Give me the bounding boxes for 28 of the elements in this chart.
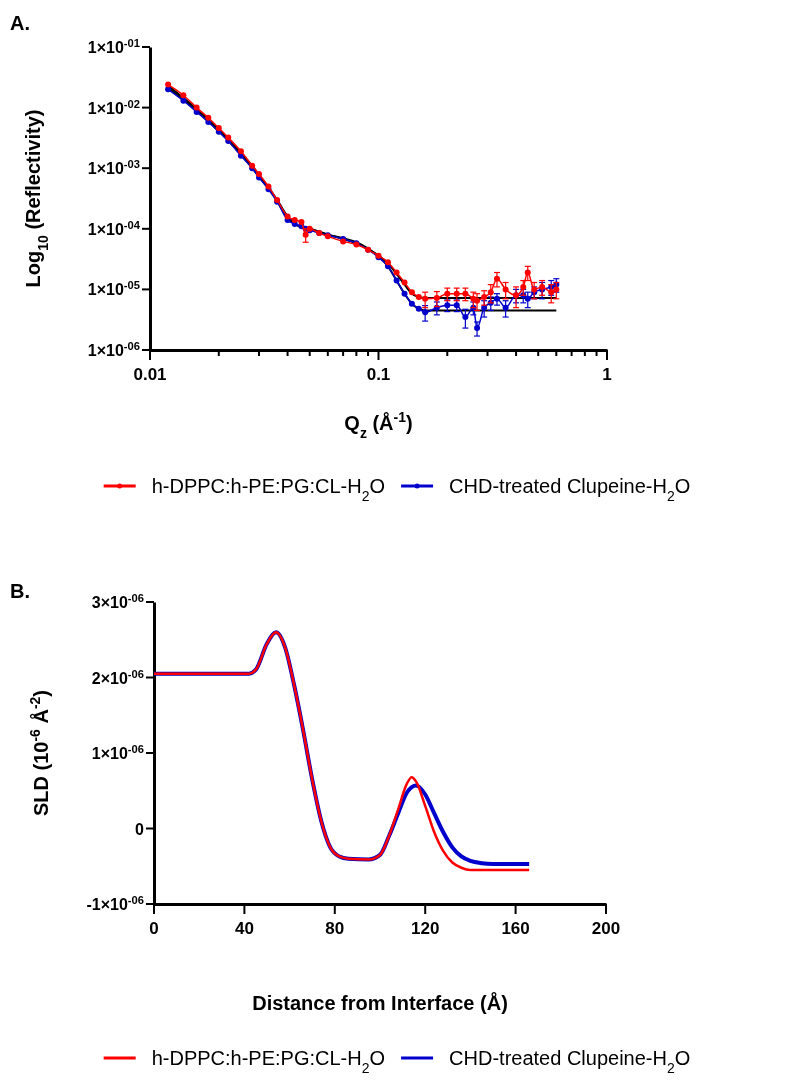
y-tick-label: -1×10$^{-06}$ [86, 894, 144, 913]
x-tick-label: 0 [149, 919, 159, 938]
x-tick-label: 40 [234, 919, 254, 938]
legend-label: h-DPPC:h-PE:PG:CL-H$_{2}$O [151, 1047, 386, 1076]
x-tick-label: 1 [602, 365, 612, 384]
y-tick-label: 1×10$^{-06}$ [87, 340, 140, 359]
x-tick-label: 0.01 [133, 365, 167, 384]
y-tick-label: 2×10$^{-06}$ [91, 667, 144, 687]
x-axis-title: Q$_{z}$ (Å$^{-1}$) [344, 409, 413, 441]
chart-title: A. [10, 12, 30, 34]
legend-label: h-DPPC:h-PE:PG:CL-H$_{2}$O [151, 475, 386, 504]
y-tick-label: 1×10$^{-06}$ [91, 743, 144, 762]
y-tick-label: 1×10$^{-03}$ [87, 158, 140, 178]
y-tick-label: 3×10$^{-06}$ [91, 592, 144, 611]
y-tick-label: 1×10$^{-01}$ [87, 37, 140, 56]
x-tick-label: 120 [411, 919, 440, 938]
y-tick-label: 0 [135, 820, 145, 838]
chart-title: B. [10, 580, 30, 602]
y-tick-label: 1×10$^{-05}$ [87, 279, 140, 299]
legend-label: CHD-treated Clupeine-H$_{2}$O [449, 1047, 691, 1076]
y-tick-label: 1×10$^{-02}$ [87, 97, 140, 117]
y-tick-label: 1×10$^{-04}$ [87, 218, 141, 238]
x-tick-label: 80 [325, 919, 345, 938]
x-axis-title: Distance from Interface (Å) [252, 991, 508, 1014]
x-tick-label: 0.1 [366, 365, 391, 384]
legend-label: CHD-treated Clupeine-H$_{2}$O [449, 475, 691, 504]
x-tick-label: 160 [501, 919, 530, 938]
x-tick-label: 200 [591, 919, 621, 938]
